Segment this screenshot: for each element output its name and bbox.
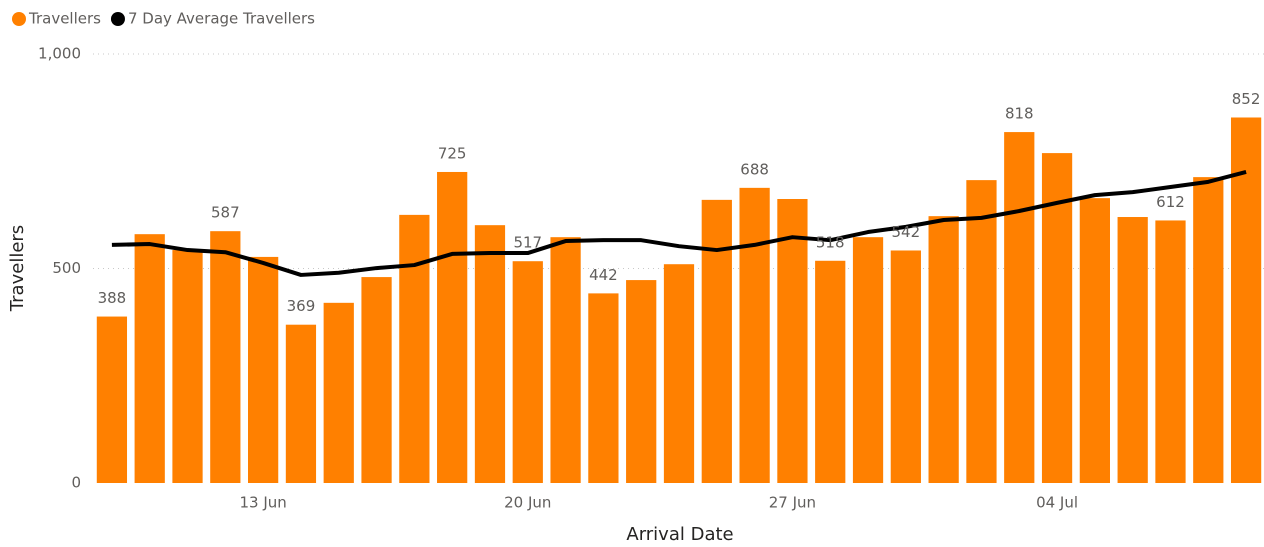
bar [437, 171, 468, 483]
legend-marker [110, 12, 125, 26]
data-label: 517 [513, 234, 542, 252]
bar [512, 261, 543, 483]
bar [777, 199, 808, 483]
data-label: 388 [98, 289, 127, 307]
bar [701, 199, 732, 484]
data-label: 688 [740, 160, 769, 178]
line [111, 170, 1247, 277]
bar [1155, 220, 1186, 483]
bar [815, 260, 846, 483]
bar [474, 225, 506, 483]
data-label: 542 [892, 223, 921, 241]
x-tick-label: 20 Jun [504, 494, 551, 512]
bar [928, 216, 959, 484]
bar [1004, 132, 1035, 483]
data-label: 587 [211, 204, 240, 222]
bar [172, 250, 203, 483]
y-tick-label: 500 [52, 259, 81, 277]
legend-marker [12, 12, 26, 26]
y-tick-label: 1,000 [38, 45, 81, 63]
x-tick-label: 04 Jul [1036, 494, 1078, 512]
legend-label: 7 Day Average Travellers [128, 10, 315, 28]
bar [210, 231, 241, 483]
bar [966, 180, 997, 483]
bar [134, 234, 165, 483]
data-label: 612 [1156, 193, 1185, 211]
bar [852, 237, 884, 483]
x-tick-label: 27 Jun [769, 494, 816, 512]
bar [1193, 177, 1224, 484]
bar [285, 324, 317, 483]
data-label: 369 [287, 297, 316, 315]
bar [323, 302, 354, 483]
data-label: 518 [816, 233, 845, 251]
data-label: 442 [589, 266, 618, 284]
bar [1117, 217, 1148, 483]
x-axis-title: Arrival Date [626, 524, 733, 545]
bar [1041, 153, 1073, 483]
bar [1079, 198, 1110, 484]
data-label: 852 [1232, 90, 1261, 108]
y-tick-label: 0 [71, 474, 81, 492]
bar [890, 250, 921, 483]
bar [550, 237, 581, 483]
bar [1230, 117, 1262, 483]
bar [588, 293, 619, 483]
data-label: 818 [1005, 105, 1034, 123]
bar [626, 280, 657, 483]
bar [248, 256, 279, 483]
bar [399, 214, 430, 483]
bar [663, 264, 695, 483]
y-axis-title: Travellers [7, 225, 28, 312]
bar [96, 316, 128, 483]
bar [361, 277, 392, 483]
legend-label: Travellers [28, 10, 101, 28]
data-label: 725 [438, 144, 467, 162]
bar [739, 187, 770, 483]
x-tick-label: 13 Jun [239, 494, 286, 512]
